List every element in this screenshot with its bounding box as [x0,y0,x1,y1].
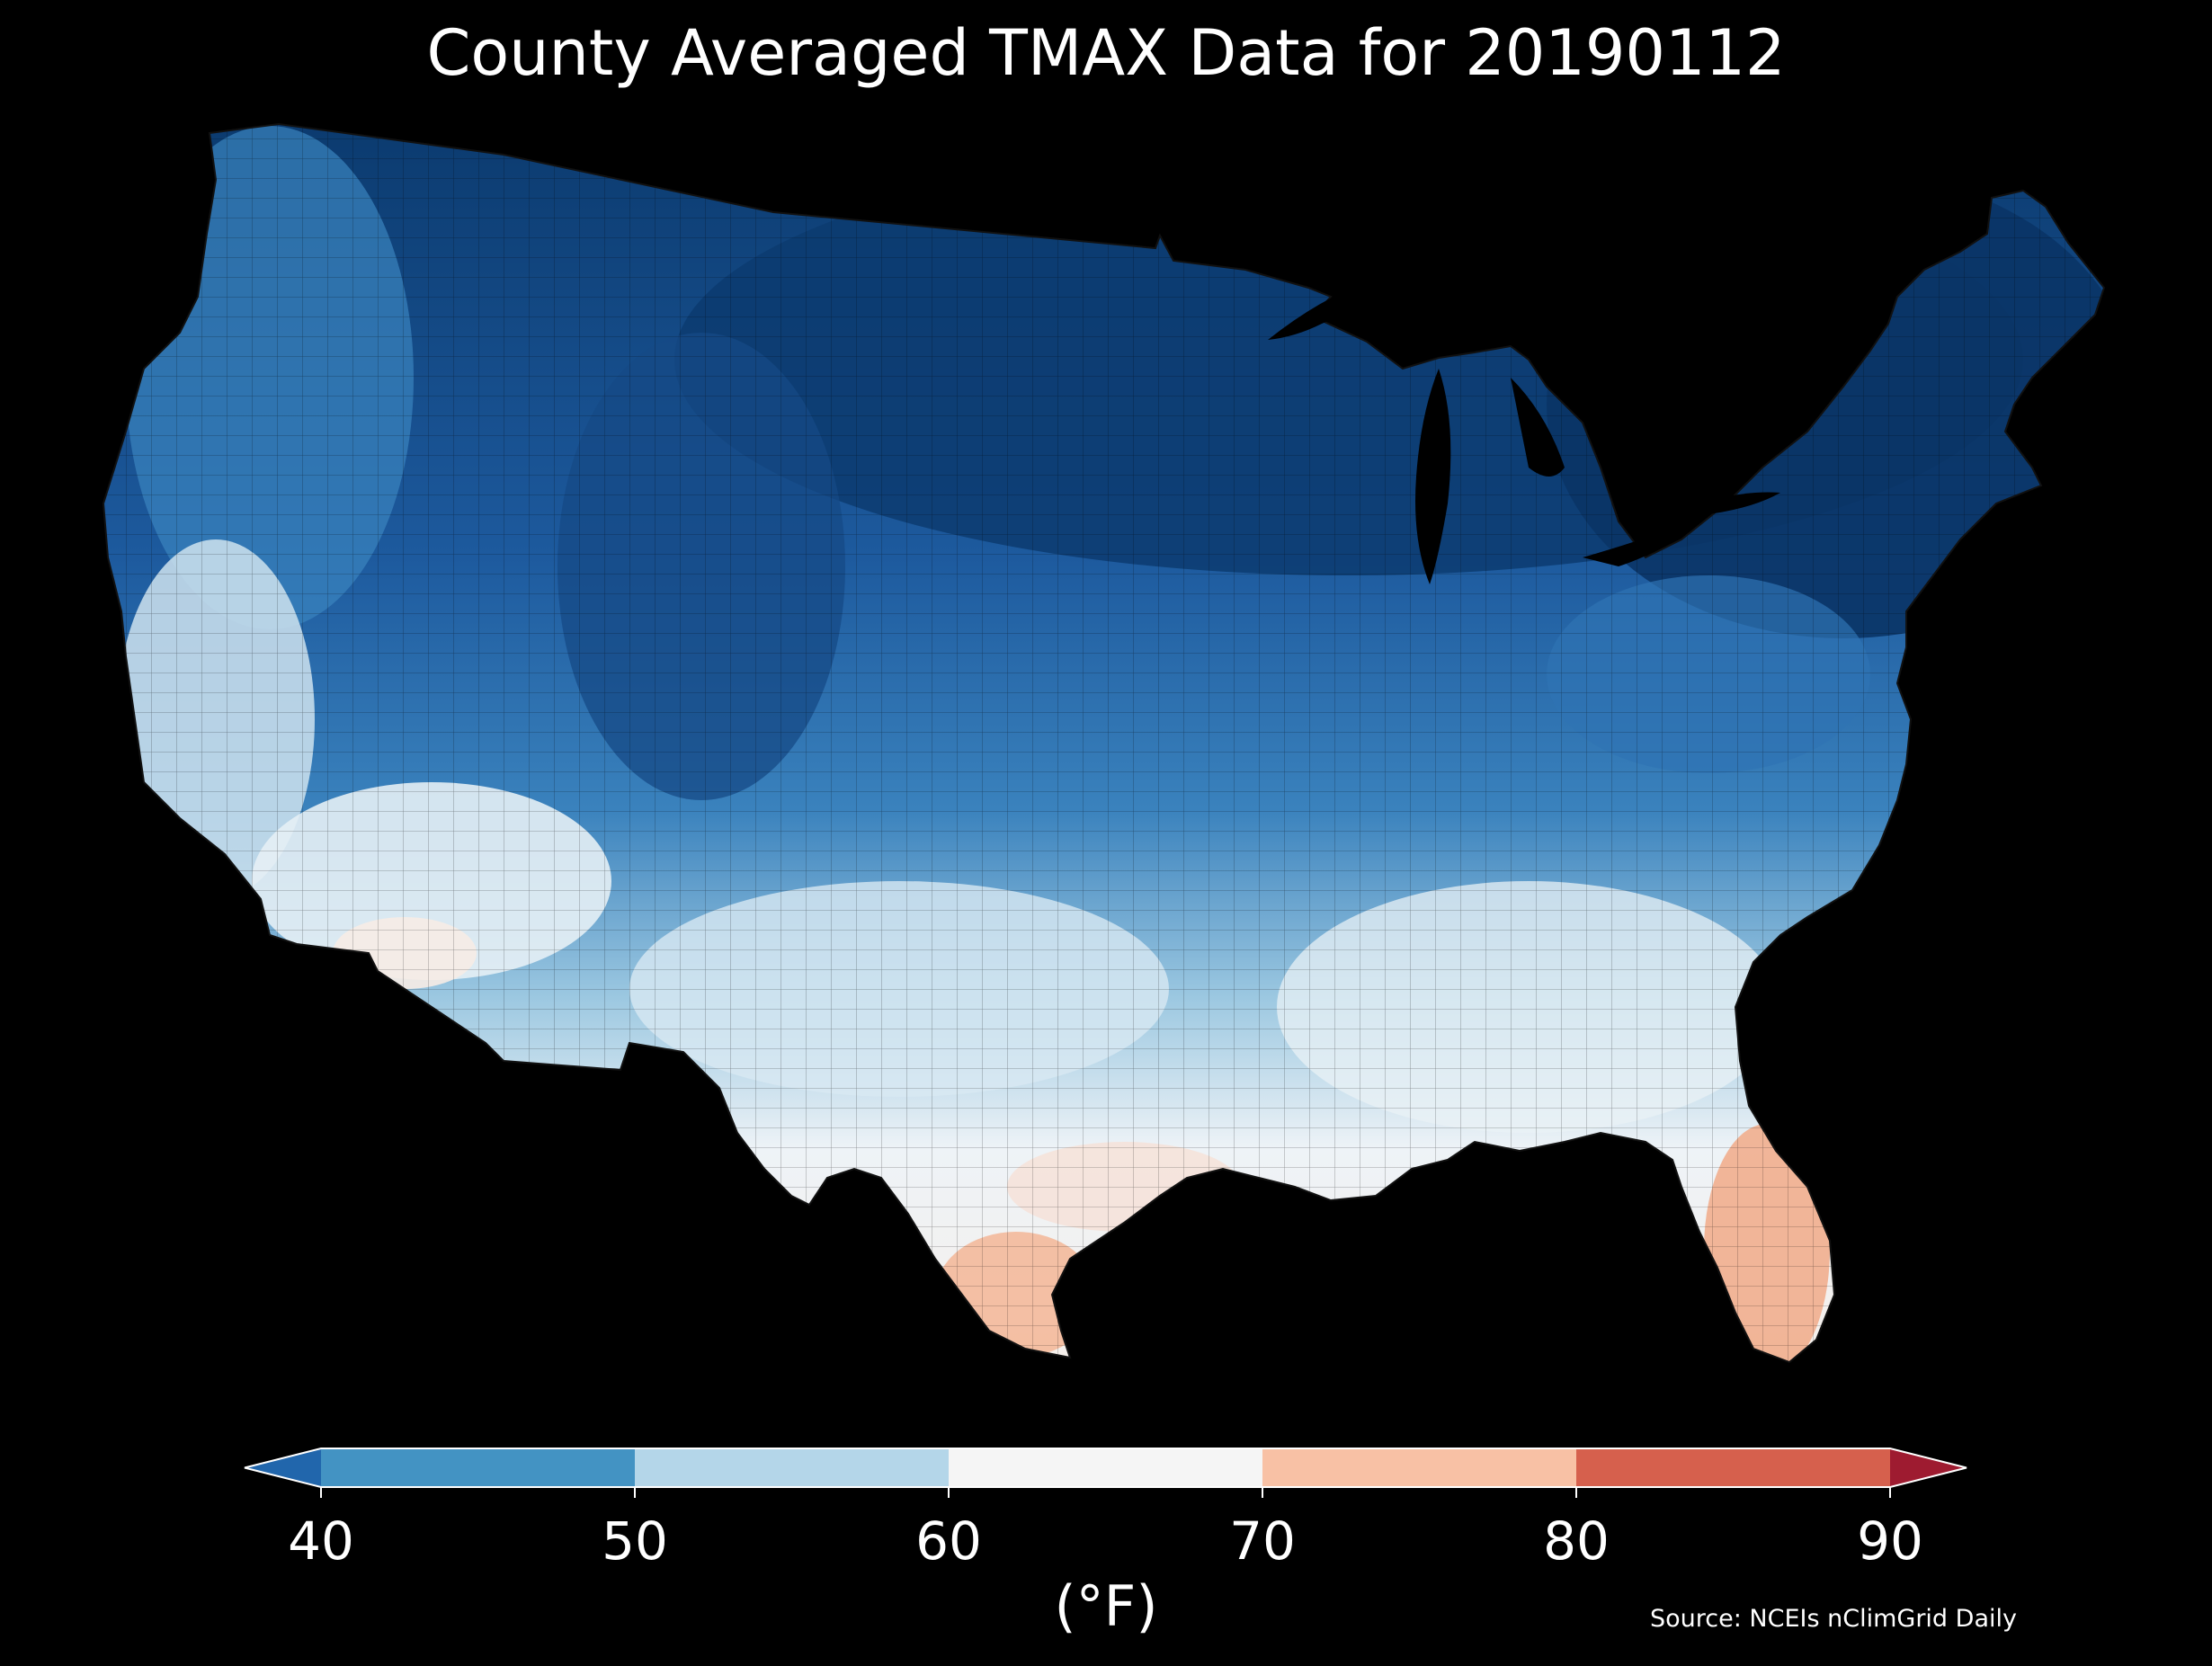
colorbar-tick-label: 50 [602,1510,668,1572]
colorbar-tick-label: 90 [1857,1510,1923,1572]
colorbar-bin-70-80 [1262,1448,1576,1487]
colorbar-tick-label: 70 [1229,1510,1296,1572]
colorbar-tick-label: 40 [288,1510,354,1572]
source-credit: Source: NCEIs nClimGrid Daily [1650,1605,2017,1633]
colorbar-bin-50-60 [635,1448,949,1487]
colorbar-bin-40-50 [321,1448,635,1487]
colorbar-bin-80-90 [1576,1448,1890,1487]
lake-michigan [1415,369,1451,584]
colorbar-tick-label: 60 [915,1510,982,1572]
lake-huron [1511,378,1565,477]
colorbar-under-arrow [245,1448,321,1487]
map-title: County Averaged TMAX Data for 20190112 [426,16,1786,90]
lake-superior [1268,279,1376,340]
colorbar-over-arrow [1890,1448,1967,1487]
colorbar-tick-label: 80 [1543,1510,1610,1572]
lake-erie [1583,521,1690,566]
lake-ontario [1699,492,1780,514]
colorbar-units-label: (°F) [1054,1573,1158,1639]
colorbar-bin-60-70 [949,1448,1262,1487]
